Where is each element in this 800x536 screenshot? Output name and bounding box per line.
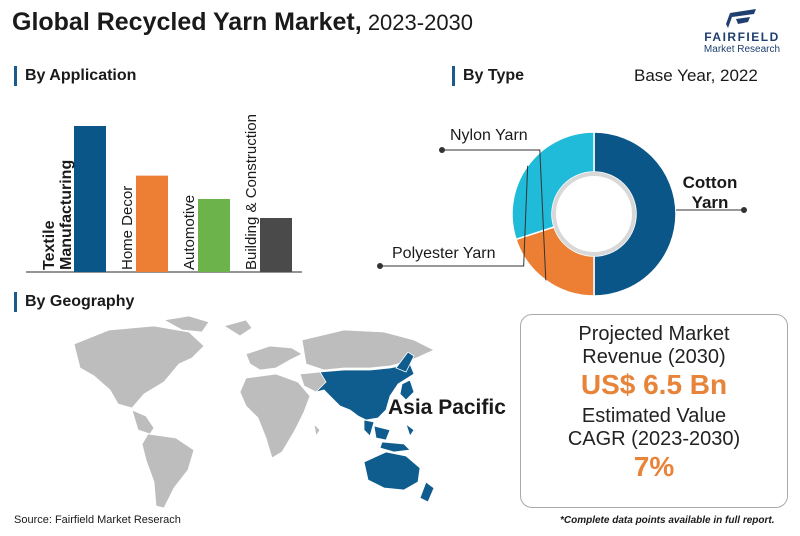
world-map: [73, 315, 435, 509]
source-note: Source: Fairfield Market Reserach: [14, 514, 181, 526]
cagr-label-line1: Estimated Value: [581, 405, 727, 427]
map-land-asia-pacific: [314, 351, 435, 503]
donut-label-0: Cotton Yarn: [683, 173, 738, 212]
section-application-heading: By Application: [14, 66, 136, 86]
donut-slice-0: [593, 131, 677, 297]
revenue-value: US$ 6.5 Bn: [580, 369, 728, 400]
bar-0: [74, 126, 106, 272]
bar-label-0: TextileManufacturing: [41, 160, 75, 270]
donut-label-2: Polyester Yarn: [392, 245, 495, 262]
leader-dot-2: [377, 263, 383, 269]
bar-label-1: Home Decor: [119, 186, 136, 270]
logo-brand: FAIRFIELD: [704, 30, 780, 44]
stats-card: Projected Market Revenue (2030) US$ 6.5 …: [520, 314, 788, 508]
bar-3: [260, 217, 292, 272]
donut-label-1: Nylon Yarn: [450, 127, 528, 144]
logo-icon: [726, 9, 756, 28]
leader-dot-1: [439, 147, 445, 153]
leader-line-1: [442, 149, 547, 281]
section-type-heading: By Type: [452, 66, 524, 86]
bar-label-line: Textile: [41, 220, 58, 270]
page-title: Global Recycled Yarn Market, 2023-2030: [12, 8, 473, 37]
section-geography-heading: By Geography: [14, 292, 134, 312]
map-land-other: [73, 315, 435, 509]
donut-label-line: Cotton: [683, 173, 738, 192]
logo: FAIRFIELD Market Research: [690, 4, 794, 55]
bar-label-line: Automotive: [181, 195, 198, 270]
cagr-label-line2: CAGR (2023-2030): [567, 428, 741, 450]
leader-line-2: [380, 165, 529, 267]
bar-label-line: Building & Construction: [243, 114, 260, 270]
type-donut-chart: Cotton Yarn Nylon Yarn Polyester Yarn: [377, 127, 747, 297]
donut-label-line: Polyester Yarn: [392, 245, 495, 262]
region-label: Asia Pacific: [388, 396, 506, 419]
donut-hole: [552, 172, 636, 256]
bar-label-2: Automotive: [181, 195, 198, 270]
leader-dot-0: [741, 207, 747, 213]
title-years: 2023-2030: [361, 10, 474, 35]
base-year: Base Year, 2022: [634, 66, 758, 85]
bar-2: [198, 199, 230, 272]
bar-label-line: Home Decor: [119, 186, 136, 270]
cagr-value: 7%: [633, 451, 675, 482]
bar-1: [136, 175, 168, 272]
logo-subtitle: Market Research: [703, 44, 781, 55]
footnote: *Complete data points available in full …: [560, 515, 775, 526]
donut-label-line: Yarn: [692, 193, 729, 212]
title-main: Global Recycled Yarn Market,: [12, 8, 362, 36]
donut-label-line: Nylon Yarn: [450, 127, 528, 144]
application-bar-chart: TextileManufacturing Home Decor Automotive…: [26, 114, 302, 273]
revenue-label-line2: Revenue (2030): [582, 346, 726, 368]
bar-label-line: Manufacturing: [58, 160, 75, 270]
revenue-label-line1: Projected Market: [578, 323, 730, 345]
bar-label-3: Building & Construction: [243, 114, 260, 270]
